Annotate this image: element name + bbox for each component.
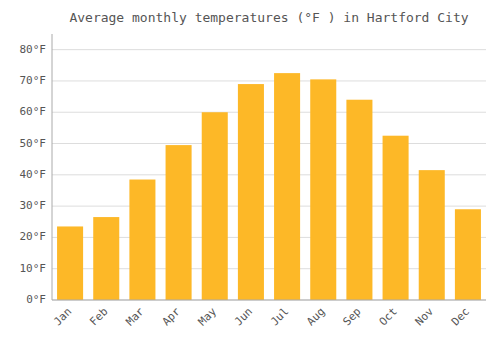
y-tick-label: 50°F — [20, 137, 47, 150]
x-tick-label: Aug — [304, 305, 327, 328]
chart-title: Average monthly temperatures (°F ) in Ha… — [69, 10, 468, 25]
y-tick-label: 10°F — [20, 262, 47, 275]
x-tick-label: Nov — [413, 305, 437, 329]
y-tick-label: 70°F — [20, 74, 47, 87]
x-ticks: Jan Feb Mar Apr May Jun Jul Aug Sep Oct Nov Dec — [51, 305, 472, 329]
y-axis-line — [52, 34, 53, 300]
y-tick-label: 60°F — [20, 105, 47, 118]
x-tick-label: Sep — [340, 305, 363, 328]
y-tick-label: 80°F — [20, 43, 47, 56]
bar — [274, 73, 300, 300]
grid-line — [52, 112, 486, 113]
y-tick-label: 20°F — [20, 230, 47, 243]
bar — [346, 100, 372, 300]
grid-line — [52, 49, 486, 50]
bar — [93, 217, 119, 300]
bar — [383, 136, 409, 300]
y-tick-label: 0°F — [26, 293, 46, 306]
x-tick-label: Feb — [87, 305, 110, 328]
bar — [129, 180, 155, 300]
chart-svg: 0°F 10°F 20°F 30°F 40°F 50°F 60°F 70°F 80°F Jan Fe… — [0, 0, 500, 350]
x-tick-label: Mar — [123, 305, 147, 329]
x-tick-label: Jul — [268, 305, 291, 328]
bar — [202, 112, 228, 300]
grid-line — [52, 143, 486, 144]
bar — [238, 84, 264, 300]
x-tick-label: Oct — [377, 305, 400, 328]
y-ticks: 0°F 10°F 20°F 30°F 40°F 50°F 60°F 70°F 80°F — [20, 43, 47, 306]
x-tick-label: Jan — [51, 305, 74, 328]
grid — [52, 50, 486, 300]
x-tick-label: Jun — [232, 305, 255, 328]
bar — [455, 209, 481, 300]
x-tick-label: May — [196, 305, 220, 329]
bars — [57, 73, 481, 300]
bar — [57, 226, 83, 300]
y-tick-label: 40°F — [20, 168, 47, 181]
bar — [166, 145, 192, 300]
page: {"chart_data": {"type": "bar", "title": … — [0, 0, 500, 350]
y-tick-label: 30°F — [20, 199, 47, 212]
x-tick-label: Dec — [449, 305, 472, 328]
grid-line — [52, 300, 486, 301]
chart-container: 0°F 10°F 20°F 30°F 40°F 50°F 60°F 70°F 80°F Jan Fe… — [0, 0, 500, 350]
grid-line — [52, 80, 486, 81]
bar — [419, 170, 445, 300]
bar — [310, 79, 336, 300]
x-tick-label: Apr — [160, 305, 184, 329]
x-axis-line — [52, 300, 486, 301]
